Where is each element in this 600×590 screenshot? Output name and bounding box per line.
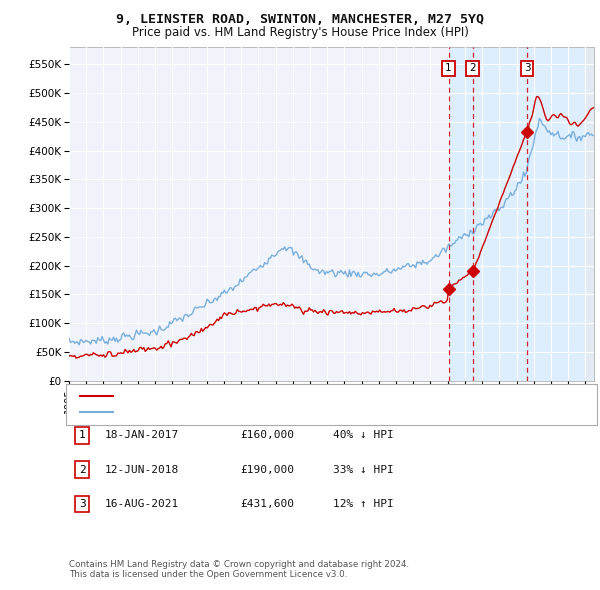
Text: Contains HM Land Registry data © Crown copyright and database right 2024.
This d: Contains HM Land Registry data © Crown c… <box>69 560 409 579</box>
Text: 40% ↓ HPI: 40% ↓ HPI <box>333 431 394 440</box>
Text: Price paid vs. HM Land Registry's House Price Index (HPI): Price paid vs. HM Land Registry's House … <box>131 26 469 39</box>
Text: 12% ↑ HPI: 12% ↑ HPI <box>333 499 394 509</box>
Text: 1: 1 <box>79 431 86 440</box>
Text: 18-JAN-2017: 18-JAN-2017 <box>105 431 179 440</box>
Bar <box>449 47 594 381</box>
Bar <box>586 47 594 381</box>
Text: £431,600: £431,600 <box>240 499 294 509</box>
Text: 9, LEINSTER ROAD, SWINTON, MANCHESTER, M27 5YQ: 9, LEINSTER ROAD, SWINTON, MANCHESTER, M… <box>116 13 484 26</box>
Text: £160,000: £160,000 <box>240 431 294 440</box>
Text: 33% ↓ HPI: 33% ↓ HPI <box>333 465 394 474</box>
Text: HPI: Average price, detached house, Salford: HPI: Average price, detached house, Salf… <box>119 407 349 417</box>
Text: 2: 2 <box>79 465 86 474</box>
Text: 12-JUN-2018: 12-JUN-2018 <box>105 465 179 474</box>
Text: £190,000: £190,000 <box>240 465 294 474</box>
Text: 9, LEINSTER ROAD, SWINTON, MANCHESTER, M27 5YQ (detached house): 9, LEINSTER ROAD, SWINTON, MANCHESTER, M… <box>119 391 498 401</box>
Text: 2: 2 <box>469 64 476 74</box>
Text: 1: 1 <box>445 64 452 74</box>
Text: 3: 3 <box>524 64 530 74</box>
Text: 16-AUG-2021: 16-AUG-2021 <box>105 499 179 509</box>
Text: 3: 3 <box>79 499 86 509</box>
